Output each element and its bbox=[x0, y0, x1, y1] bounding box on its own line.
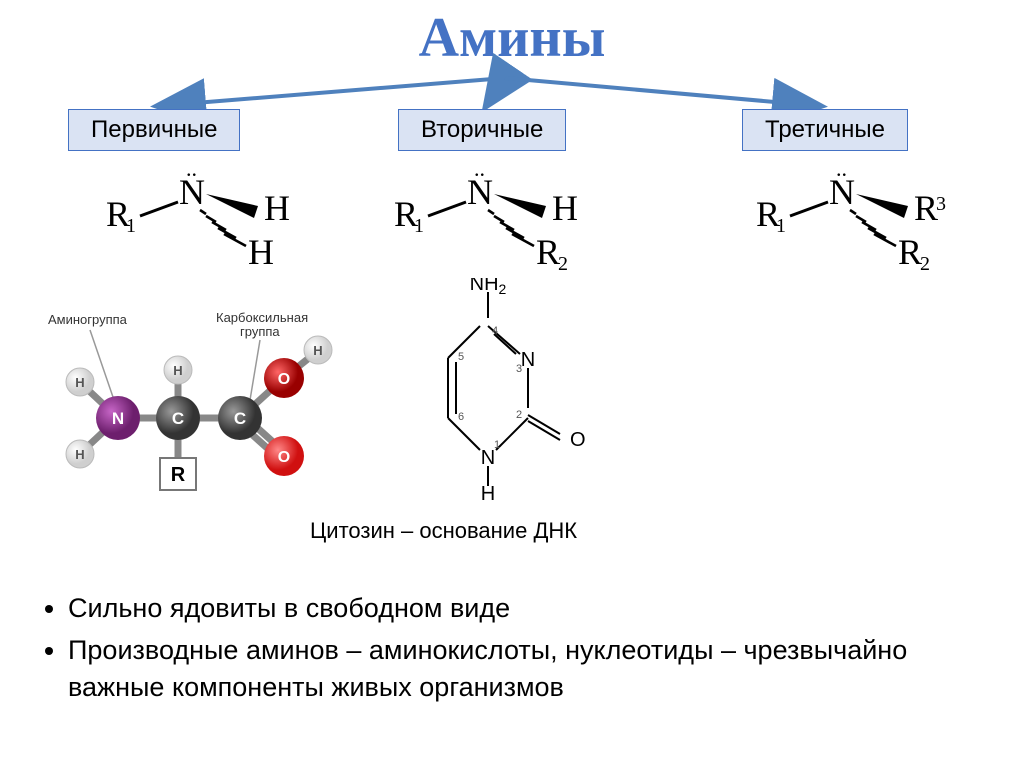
svg-text:N: N bbox=[112, 409, 124, 428]
svg-text:H: H bbox=[481, 483, 495, 505]
svg-text:NH2: NH2 bbox=[470, 278, 507, 297]
svg-text:H: H bbox=[552, 188, 578, 228]
slide-root: Амины Первичные Вторичные Третичные N ..… bbox=[0, 0, 1024, 767]
category-primary-label: Первичные bbox=[91, 116, 217, 143]
category-secondary: Вторичные bbox=[398, 109, 566, 151]
svg-text:O: O bbox=[278, 371, 290, 388]
svg-text:H: H bbox=[75, 447, 84, 462]
amino-acid-model: Аминогруппа Карбоксильная группа N C C O bbox=[40, 300, 340, 515]
svg-text:H: H bbox=[173, 363, 182, 378]
svg-text:H: H bbox=[264, 188, 290, 228]
svg-text:R: R bbox=[898, 232, 922, 272]
category-tertiary: Третичные bbox=[742, 109, 908, 151]
svg-text:3: 3 bbox=[936, 193, 946, 215]
svg-text:..: .. bbox=[836, 160, 847, 181]
svg-text:O: O bbox=[570, 429, 586, 451]
svg-text:1: 1 bbox=[126, 215, 136, 237]
svg-text:..: .. bbox=[474, 160, 485, 181]
cytosine-caption: Цитозин – основание ДНК bbox=[310, 518, 577, 544]
bullet-2: Производные аминов – аминокислоты, нукле… bbox=[68, 632, 980, 705]
svg-text:O: O bbox=[278, 449, 290, 466]
svg-text:N: N bbox=[521, 349, 535, 371]
tertiary-amine-structure: N .. R1 R3 R2 bbox=[740, 160, 960, 280]
carboxyl-group-label-line2: группа bbox=[240, 324, 280, 339]
primary-amine-structure: N .. R1 H H bbox=[90, 160, 300, 280]
svg-text:C: C bbox=[234, 409, 246, 428]
svg-text:6: 6 bbox=[458, 411, 464, 423]
secondary-amine-structure: N .. R1 H R2 bbox=[378, 160, 588, 280]
category-secondary-label: Вторичные bbox=[421, 116, 543, 143]
svg-text:5: 5 bbox=[458, 351, 464, 363]
cytosine-structure: NH2 N N H O 1 2 3 4 5 6 bbox=[388, 278, 588, 508]
svg-text:2: 2 bbox=[516, 409, 522, 421]
svg-text:C: C bbox=[172, 409, 184, 428]
carboxyl-group-label-line1: Карбоксильная bbox=[216, 310, 308, 325]
svg-text:2: 2 bbox=[920, 253, 930, 275]
svg-text:R: R bbox=[536, 232, 560, 272]
svg-text:H: H bbox=[75, 375, 84, 390]
amino-group-label: Аминогруппа bbox=[48, 312, 128, 327]
svg-text:3: 3 bbox=[516, 363, 522, 375]
svg-text:R: R bbox=[914, 188, 938, 228]
category-primary: Первичные bbox=[68, 109, 240, 151]
category-tertiary-label: Третичные bbox=[765, 116, 885, 143]
bullet-1: Сильно ядовиты в свободном виде bbox=[68, 590, 980, 626]
svg-text:4: 4 bbox=[492, 325, 498, 337]
svg-text:H: H bbox=[248, 232, 274, 272]
svg-text:2: 2 bbox=[558, 253, 568, 275]
svg-text:1: 1 bbox=[494, 439, 500, 451]
svg-text:1: 1 bbox=[414, 215, 424, 237]
svg-text:R: R bbox=[171, 464, 186, 486]
svg-text:1: 1 bbox=[776, 215, 786, 237]
svg-text:..: .. bbox=[186, 160, 197, 181]
svg-text:H: H bbox=[313, 343, 322, 358]
bullet-list: Сильно ядовиты в свободном виде Производ… bbox=[40, 590, 980, 711]
